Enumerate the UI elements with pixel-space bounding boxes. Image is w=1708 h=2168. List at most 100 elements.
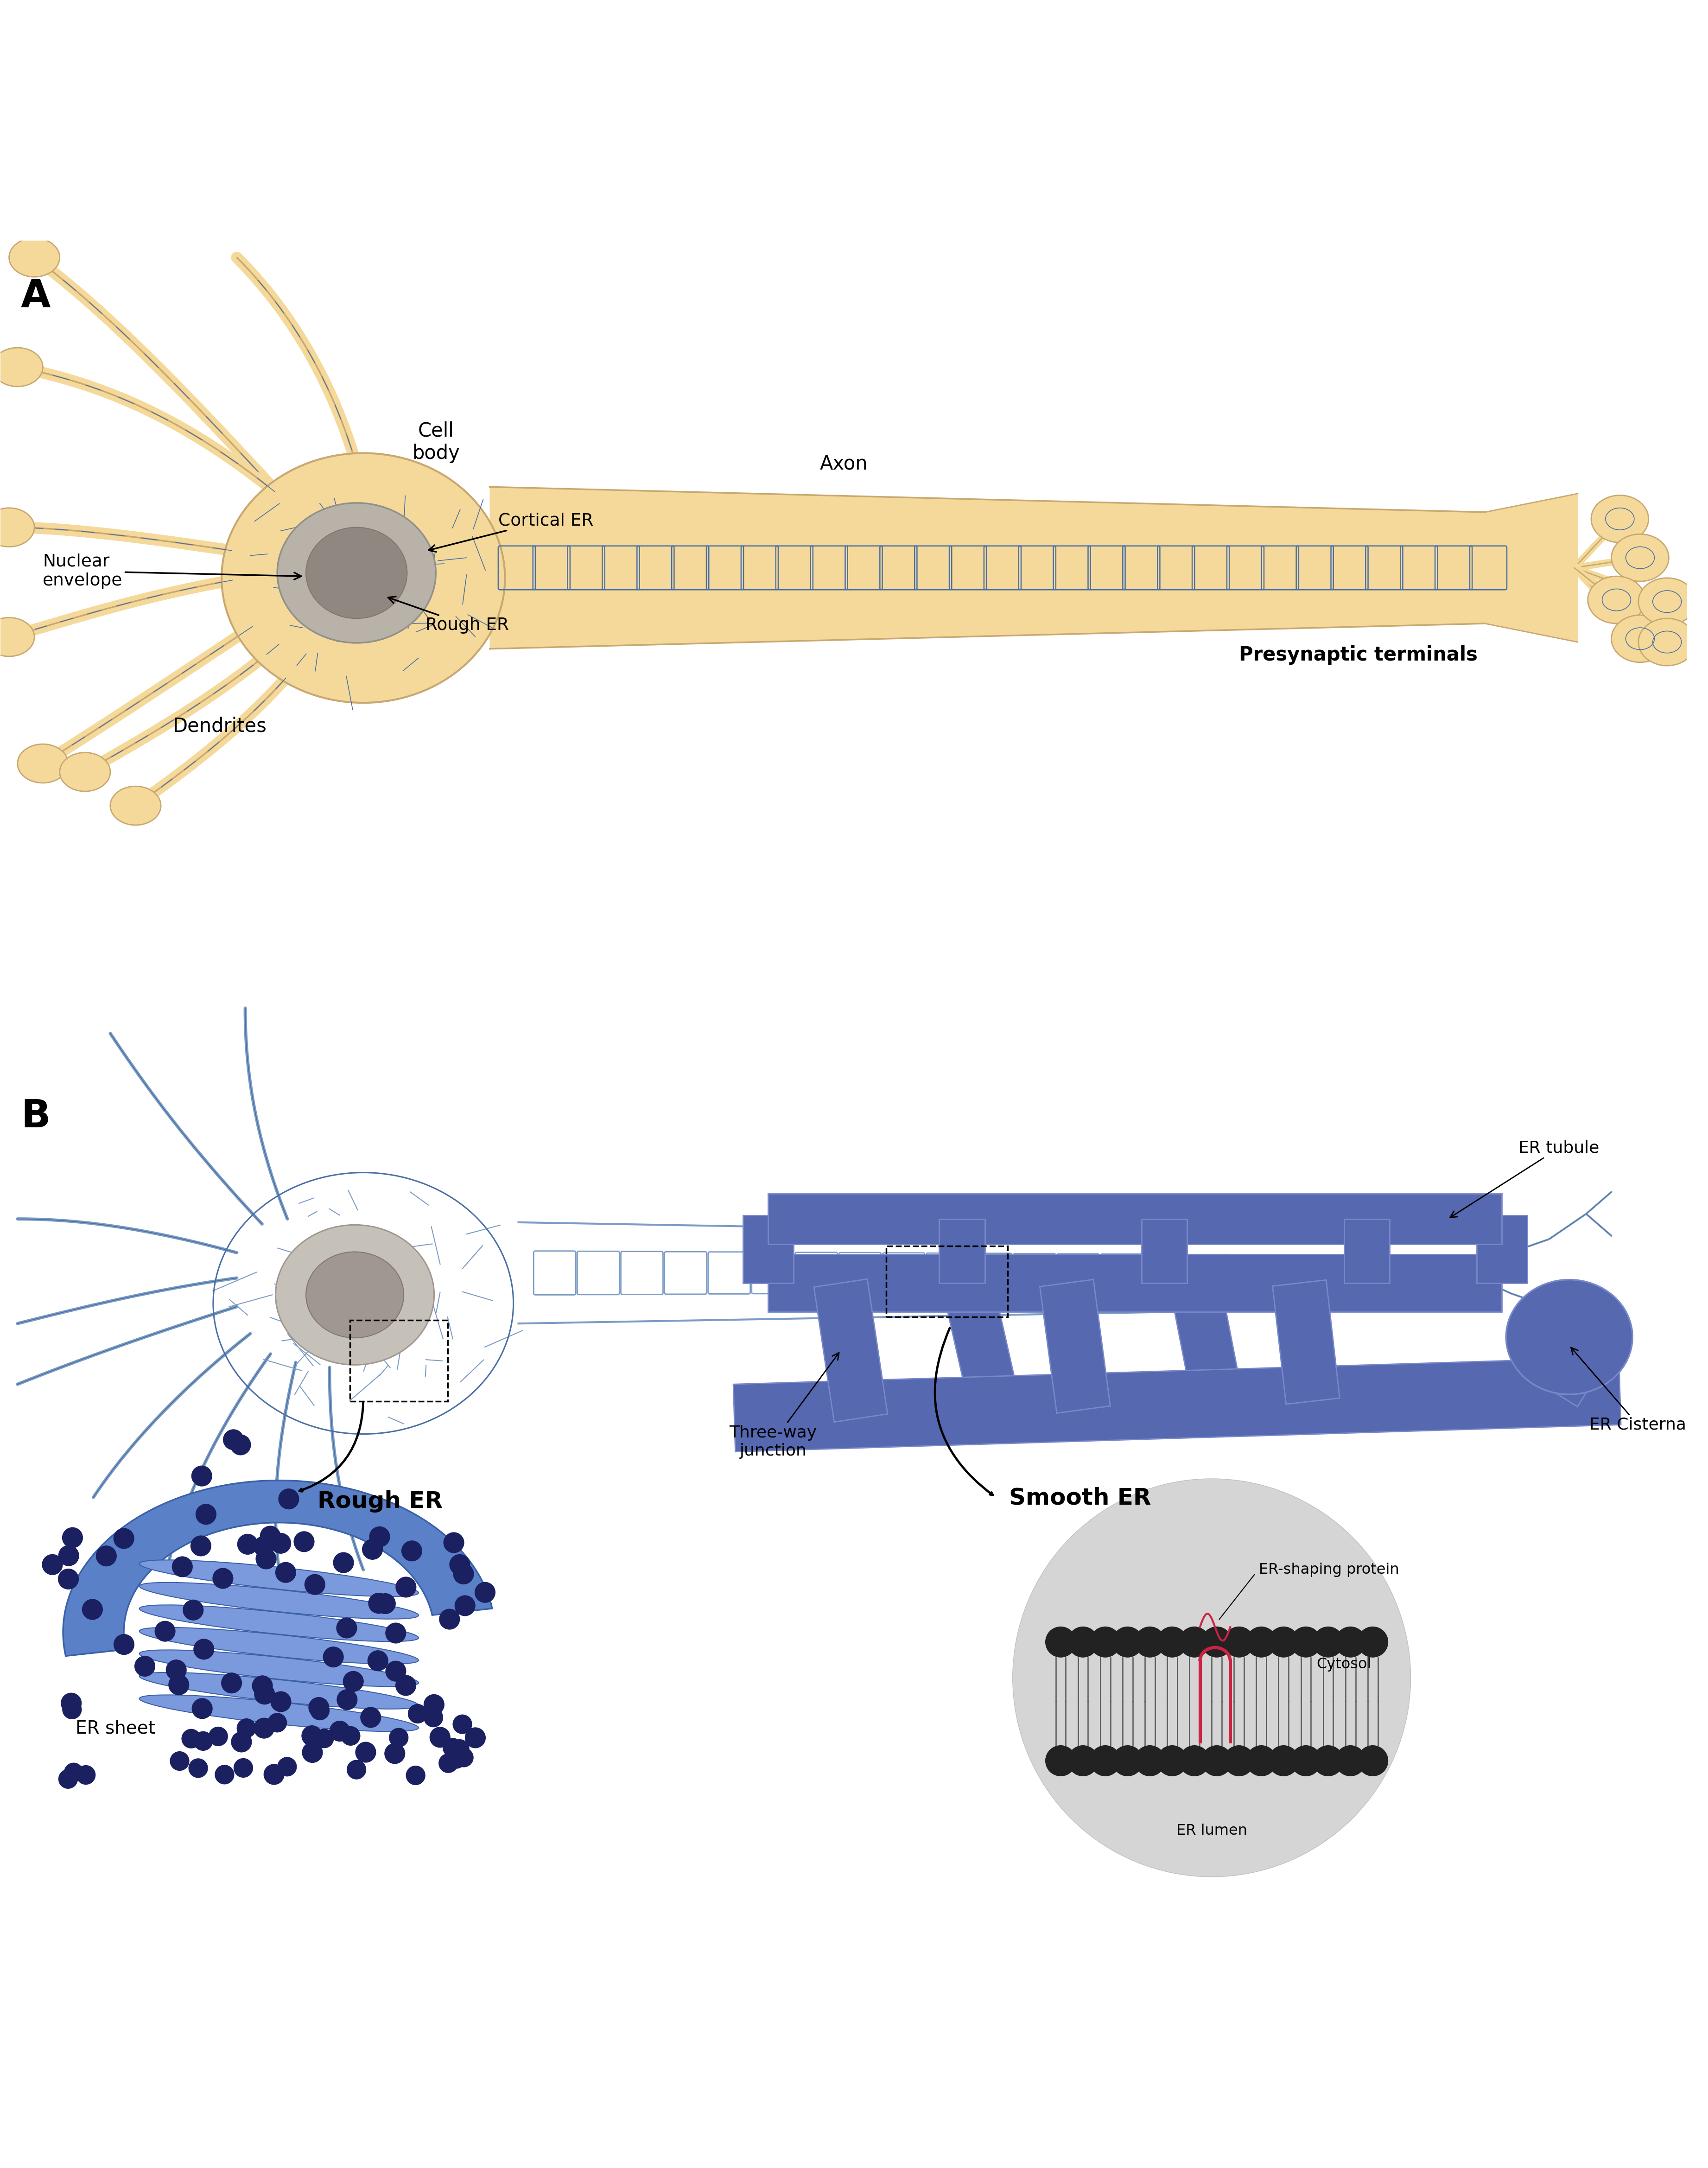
Circle shape [254,1685,275,1704]
Polygon shape [943,1277,1020,1416]
Circle shape [1267,1745,1300,1776]
FancyBboxPatch shape [533,1251,576,1294]
Circle shape [1245,1626,1278,1659]
Ellipse shape [1611,616,1669,661]
Circle shape [58,1769,79,1789]
Text: ER lumen: ER lumen [1177,1823,1247,1838]
Ellipse shape [1638,618,1696,666]
Circle shape [1045,1626,1076,1659]
Circle shape [465,1728,485,1747]
Circle shape [1201,1626,1231,1659]
FancyBboxPatch shape [709,1251,750,1294]
Circle shape [343,1672,364,1691]
Circle shape [475,1583,495,1602]
Circle shape [270,1533,290,1554]
FancyBboxPatch shape [1276,1255,1317,1290]
Circle shape [384,1743,405,1765]
Circle shape [193,1639,214,1661]
Circle shape [442,1739,463,1758]
Circle shape [61,1700,82,1719]
FancyBboxPatch shape [620,1251,663,1294]
Circle shape [401,1541,422,1561]
Circle shape [1179,1626,1209,1659]
Circle shape [446,1750,466,1769]
Circle shape [429,1726,451,1747]
FancyBboxPatch shape [1144,1255,1187,1292]
Circle shape [237,1533,258,1554]
Circle shape [58,1570,79,1589]
FancyBboxPatch shape [926,1253,968,1292]
Circle shape [191,1466,212,1487]
Circle shape [113,1528,135,1548]
Ellipse shape [140,1561,418,1596]
Text: B: B [20,1097,50,1136]
Ellipse shape [140,1604,418,1641]
Circle shape [323,1646,343,1667]
FancyBboxPatch shape [796,1253,837,1294]
Circle shape [1290,1626,1322,1659]
Circle shape [113,1635,135,1654]
Ellipse shape [111,787,161,826]
Circle shape [1358,1626,1389,1659]
Circle shape [439,1609,459,1630]
Circle shape [369,1593,389,1613]
Polygon shape [769,1255,1501,1312]
Polygon shape [1272,1279,1339,1405]
Circle shape [231,1435,251,1455]
Circle shape [444,1533,465,1552]
Ellipse shape [277,503,436,644]
Ellipse shape [60,752,111,791]
Ellipse shape [275,1225,434,1366]
Circle shape [453,1563,475,1585]
Circle shape [386,1661,407,1682]
Circle shape [1134,1745,1165,1776]
Circle shape [311,1700,330,1721]
Circle shape [1068,1745,1098,1776]
Circle shape [314,1728,335,1747]
FancyBboxPatch shape [883,1253,924,1292]
Circle shape [220,1672,243,1693]
Circle shape [454,1747,473,1767]
Circle shape [1045,1745,1076,1776]
Ellipse shape [306,527,407,618]
Circle shape [275,1561,295,1583]
Circle shape [135,1656,155,1676]
FancyBboxPatch shape [1100,1253,1143,1292]
Circle shape [342,1726,360,1745]
Circle shape [454,1596,475,1615]
Ellipse shape [1611,533,1669,581]
Circle shape [1013,1479,1411,1877]
Circle shape [407,1765,425,1784]
Circle shape [369,1526,389,1548]
Circle shape [1112,1626,1143,1659]
Circle shape [336,1689,357,1711]
Circle shape [181,1728,202,1747]
Circle shape [253,1717,275,1739]
Circle shape [304,1574,325,1596]
Ellipse shape [140,1695,418,1732]
Circle shape [1313,1745,1344,1776]
Circle shape [96,1546,116,1567]
Ellipse shape [0,618,34,657]
FancyBboxPatch shape [1319,1255,1361,1290]
Ellipse shape [140,1583,418,1619]
Circle shape [43,1554,63,1576]
Circle shape [1336,1745,1366,1776]
Circle shape [449,1739,470,1758]
Circle shape [169,1674,190,1695]
Polygon shape [1141,1218,1187,1283]
Circle shape [309,1698,330,1717]
Text: Nuclear
envelope: Nuclear envelope [43,553,301,590]
Circle shape [396,1576,417,1598]
Circle shape [1201,1745,1231,1776]
Circle shape [1090,1745,1120,1776]
Ellipse shape [140,1672,418,1708]
FancyBboxPatch shape [1363,1255,1404,1290]
Circle shape [386,1622,407,1643]
Circle shape [367,1650,388,1672]
Ellipse shape [0,507,34,546]
FancyBboxPatch shape [1013,1253,1056,1292]
Circle shape [193,1732,214,1752]
Circle shape [183,1600,203,1619]
Circle shape [270,1691,292,1713]
